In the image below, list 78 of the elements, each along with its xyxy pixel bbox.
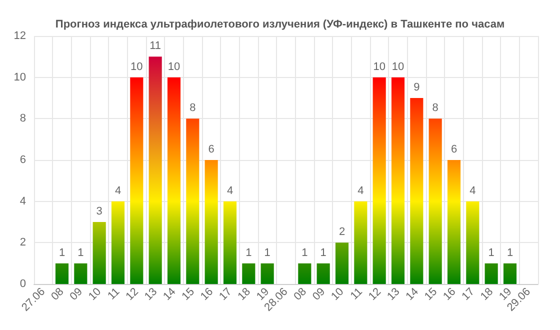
x-tick-label: 16 [441,286,458,303]
bar [335,242,349,284]
x-tick-label: 14 [161,286,178,303]
bar [148,56,162,284]
bar [372,77,386,284]
bar [354,201,368,284]
x-tick-label: 15 [180,286,197,303]
x-tick-label: 17 [460,286,477,303]
data-label: 10 [130,60,143,73]
data-label: 9 [414,82,420,94]
bar [484,263,498,284]
bar [447,160,461,284]
y-tick-label: 8 [20,112,26,125]
data-label: 1 [58,246,66,259]
bar [167,77,181,284]
data-label: 3 [96,206,102,218]
data-label: 1 [78,246,84,259]
x-tick-label: 12 [124,286,141,303]
bar [316,263,330,284]
data-label: 4 [226,184,234,197]
data-label: 11 [150,40,162,52]
x-tick-label: 09 [310,286,328,303]
bar [242,263,256,284]
data-label: 6 [450,144,458,156]
data-label: 8 [432,102,438,114]
bar [428,118,442,284]
data-label: 4 [114,184,122,197]
x-tick-label: 14 [404,286,421,303]
bar [111,201,125,284]
bar [55,263,69,284]
x-tick-label: 11 [348,286,365,302]
bar [260,263,274,284]
bar [204,160,218,284]
bar [223,201,237,284]
data-label: 4 [470,184,476,197]
data-label: 10 [373,60,386,73]
x-tick-label: 10 [86,286,104,303]
data-label: 1 [302,246,308,259]
x-tick-label: 10 [329,286,346,303]
bar [74,263,88,284]
data-label: 4 [358,184,364,197]
x-tick-label: 08 [49,286,66,303]
data-label: 1 [506,246,514,259]
bar [466,201,480,284]
y-tick-label: 12 [14,30,26,42]
x-tick-label: 08 [292,286,309,303]
x-tick-label: 16 [198,286,216,303]
x-tick-label: 17 [217,286,234,303]
x-tick-label: 13 [142,286,160,303]
data-label: 6 [208,144,214,156]
data-label: 1 [246,246,252,259]
bar [410,98,424,284]
bar [186,118,200,284]
chart-title: Прогноз индекса ультрафиолетового излучения (УФ-индекс) в Ташкенте по часам [55,18,505,30]
data-label: 1 [264,246,270,259]
x-tick-label: 09 [68,286,85,303]
x-tick-label: 15 [422,286,440,303]
data-label: 8 [190,102,196,114]
x-tick-label: 13 [385,286,402,303]
x-tick-label: 18 [236,286,253,303]
x-tick-label: 11 [106,286,122,302]
x-tick-label: 18 [478,286,496,303]
y-tick-label: 10 [14,71,26,84]
y-tick-label: 4 [20,195,26,208]
bar [92,222,106,284]
x-tick-label: 12 [366,286,384,303]
data-label: 10 [392,60,404,73]
bar [130,77,144,284]
bar [503,263,517,284]
bar [298,263,312,284]
bar [391,77,405,284]
data-label: 1 [320,246,326,259]
y-tick-label: 0 [20,278,26,290]
data-label: 1 [488,246,494,259]
data-label: 2 [338,226,346,238]
data-label: 10 [168,60,180,73]
y-tick-label: 6 [20,154,26,166]
y-tick-label: 2 [20,236,26,249]
